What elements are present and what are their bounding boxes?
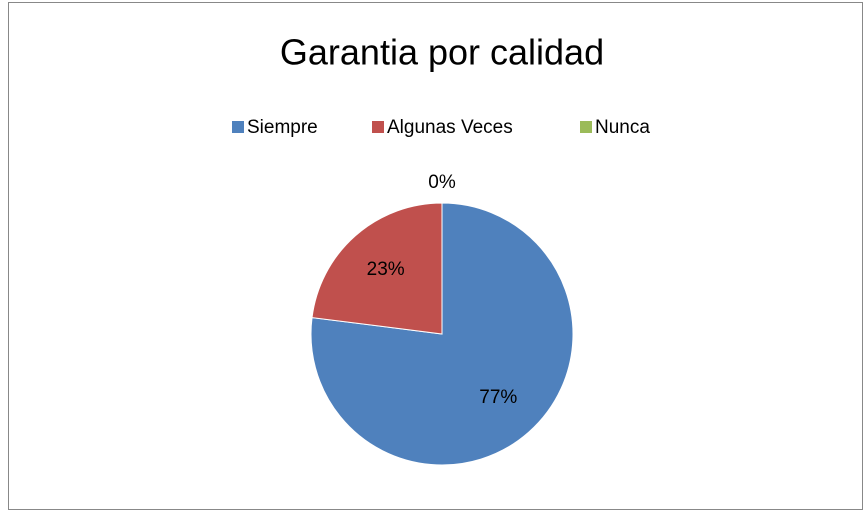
data-label: 23% bbox=[367, 259, 405, 280]
data-label: 77% bbox=[479, 387, 517, 408]
legend-label: Siempre bbox=[247, 117, 318, 138]
legend-swatch bbox=[580, 121, 592, 133]
pie-slice bbox=[311, 202, 443, 335]
chart-title: Garantia por calidad bbox=[280, 32, 604, 73]
data-label: 0% bbox=[428, 172, 456, 193]
legend-swatch bbox=[232, 121, 244, 133]
legend-label: Nunca bbox=[595, 117, 650, 138]
legend-label: Algunas Veces bbox=[387, 117, 513, 138]
legend-swatch bbox=[372, 121, 384, 133]
